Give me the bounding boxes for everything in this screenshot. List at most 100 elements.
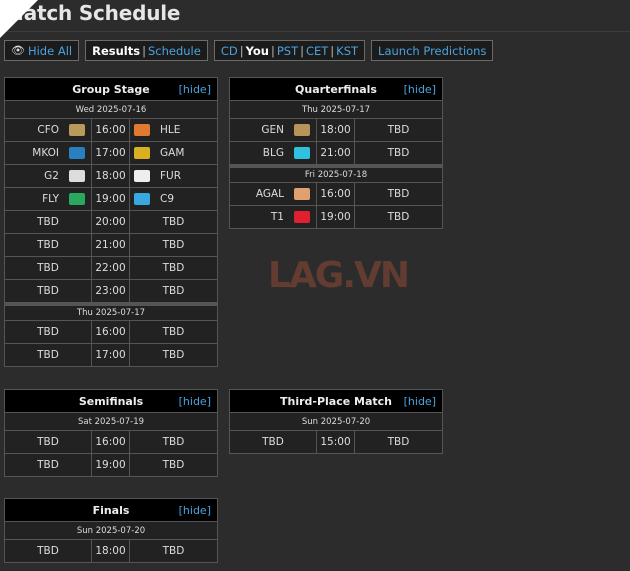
team2-name: TBD [387, 147, 410, 159]
team1-cell[interactable]: CFO [5, 119, 92, 141]
match-row[interactable]: MKOI 17:00 GAM [5, 141, 217, 164]
match-time: 18:00 [92, 540, 130, 562]
match-time: 16:00 [92, 119, 130, 141]
team2-cell[interactable]: TBD [355, 431, 442, 453]
team1-cell[interactable]: MKOI [5, 142, 92, 164]
schedule-tab[interactable]: Schedule [147, 43, 201, 58]
watermark: LAG.VN [268, 255, 410, 296]
team2-cell[interactable]: TBD [130, 540, 217, 562]
match-row[interactable]: TBD 20:00 TBD [5, 210, 217, 233]
match-row[interactable]: T1 19:00 TBD [230, 205, 442, 228]
team2-cell[interactable]: HLE [130, 119, 217, 141]
group-stage-header: Group Stage [hide] [5, 78, 217, 100]
match-row[interactable]: GEN 18:00 TBD [230, 118, 442, 141]
match-row[interactable]: AGAL 16:00 TBD [230, 182, 442, 205]
team2-cell[interactable]: TBD [130, 321, 217, 343]
match-row[interactable]: BLG 21:00 TBD [230, 141, 442, 164]
match-date: Fri 2025-07-18 [230, 164, 442, 182]
table-title: Finals [92, 503, 130, 517]
team2-name: TBD [387, 211, 410, 223]
table-title: Third-Place Match [279, 394, 392, 408]
timezone-option-kst[interactable]: KST [336, 43, 359, 58]
timezone-option-you[interactable]: You [245, 43, 269, 58]
hide-toggle[interactable]: [hide] [178, 82, 211, 96]
blg-logo-icon [294, 147, 310, 159]
match-row[interactable]: TBD 16:00 TBD [5, 430, 217, 453]
match-row[interactable]: TBD 19:00 TBD [5, 453, 217, 476]
team2-cell[interactable]: TBD [130, 431, 217, 453]
match-row[interactable]: TBD 21:00 TBD [5, 233, 217, 256]
launch-predictions-button[interactable]: Launch Predictions [371, 40, 494, 61]
team2-name: TBD [387, 436, 410, 448]
t1-logo-icon [294, 211, 310, 223]
table-title: Semifinals [78, 394, 144, 408]
team1-cell[interactable]: TBD [5, 454, 92, 476]
gen-logo-icon [294, 124, 310, 136]
team1-name: G2 [44, 170, 59, 182]
team2-cell[interactable]: FUR [130, 165, 217, 187]
team2-cell[interactable]: TBD [355, 142, 442, 164]
team1-cell[interactable]: TBD [5, 540, 92, 562]
match-row[interactable]: CFO 16:00 HLE [5, 118, 217, 141]
team1-cell[interactable]: TBD [5, 280, 92, 302]
match-row[interactable]: TBD 16:00 TBD [5, 320, 217, 343]
hide-toggle[interactable]: [hide] [403, 82, 436, 96]
hide-toggle[interactable]: [hide] [178, 503, 211, 517]
team2-name: TBD [162, 285, 185, 297]
team2-cell[interactable]: TBD [355, 206, 442, 228]
team2-cell[interactable]: GAM [130, 142, 217, 164]
match-row[interactable]: TBD 17:00 TBD [5, 343, 217, 366]
fur-logo-icon [134, 170, 150, 182]
team1-name: FLY [42, 193, 59, 205]
team1-cell[interactable]: TBD [5, 257, 92, 279]
team1-cell[interactable]: FLY [5, 188, 92, 210]
team1-cell[interactable]: G2 [5, 165, 92, 187]
team1-cell[interactable]: AGAL [230, 183, 317, 205]
hide-all-label[interactable]: Hide All [27, 43, 73, 58]
team2-cell[interactable]: TBD [355, 119, 442, 141]
match-time: 19:00 [92, 454, 130, 476]
team1-cell[interactable]: TBD [230, 431, 317, 453]
semifinals-header: Semifinals [hide] [5, 390, 217, 412]
team2-cell[interactable]: TBD [130, 234, 217, 256]
team1-cell[interactable]: TBD [5, 321, 92, 343]
team1-name: TBD [37, 239, 59, 251]
timezone-option-cd[interactable]: CD [220, 43, 238, 58]
team2-cell[interactable]: TBD [130, 344, 217, 366]
match-row[interactable]: FLY 19:00 C9 [5, 187, 217, 210]
team2-name: TBD [162, 239, 185, 251]
team1-cell[interactable]: TBD [5, 344, 92, 366]
match-row[interactable]: G2 18:00 FUR [5, 164, 217, 187]
team2-cell[interactable]: TBD [130, 257, 217, 279]
team2-cell[interactable]: TBD [130, 454, 217, 476]
team1-cell[interactable]: TBD [5, 431, 92, 453]
cfo-logo-icon [69, 124, 85, 136]
match-row[interactable]: TBD 23:00 TBD [5, 279, 217, 302]
table-title: Group Stage [72, 82, 150, 96]
team1-name: TBD [37, 349, 59, 361]
match-row[interactable]: TBD 18:00 TBD [5, 539, 217, 562]
team1-cell[interactable]: TBD [5, 211, 92, 233]
quarterfinals-header: Quarterfinals [hide] [230, 78, 442, 100]
match-date: Wed 2025-07-16 [5, 100, 217, 118]
hide-toggle[interactable]: [hide] [403, 394, 436, 408]
match-time: 18:00 [317, 119, 355, 141]
team1-cell[interactable]: GEN [230, 119, 317, 141]
team2-cell[interactable]: TBD [130, 211, 217, 233]
match-row[interactable]: TBD 15:00 TBD [230, 430, 442, 453]
team1-cell[interactable]: TBD [5, 234, 92, 256]
results-tab[interactable]: Results [92, 43, 141, 58]
team2-cell[interactable]: C9 [130, 188, 217, 210]
team1-name: TBD [37, 285, 59, 297]
team1-cell[interactable]: T1 [230, 206, 317, 228]
team1-cell[interactable]: BLG [230, 142, 317, 164]
launch-predictions-label[interactable]: Launch Predictions [378, 43, 487, 58]
match-time: 20:00 [92, 211, 130, 233]
team2-cell[interactable]: TBD [130, 280, 217, 302]
team2-cell[interactable]: TBD [355, 183, 442, 205]
match-row[interactable]: TBD 22:00 TBD [5, 256, 217, 279]
timezone-option-pst[interactable]: PST [276, 43, 299, 58]
timezone-option-cet[interactable]: CET [305, 43, 329, 58]
hide-toggle[interactable]: [hide] [178, 394, 211, 408]
hide-all-button[interactable]: 👁︎ Hide All [4, 40, 80, 61]
